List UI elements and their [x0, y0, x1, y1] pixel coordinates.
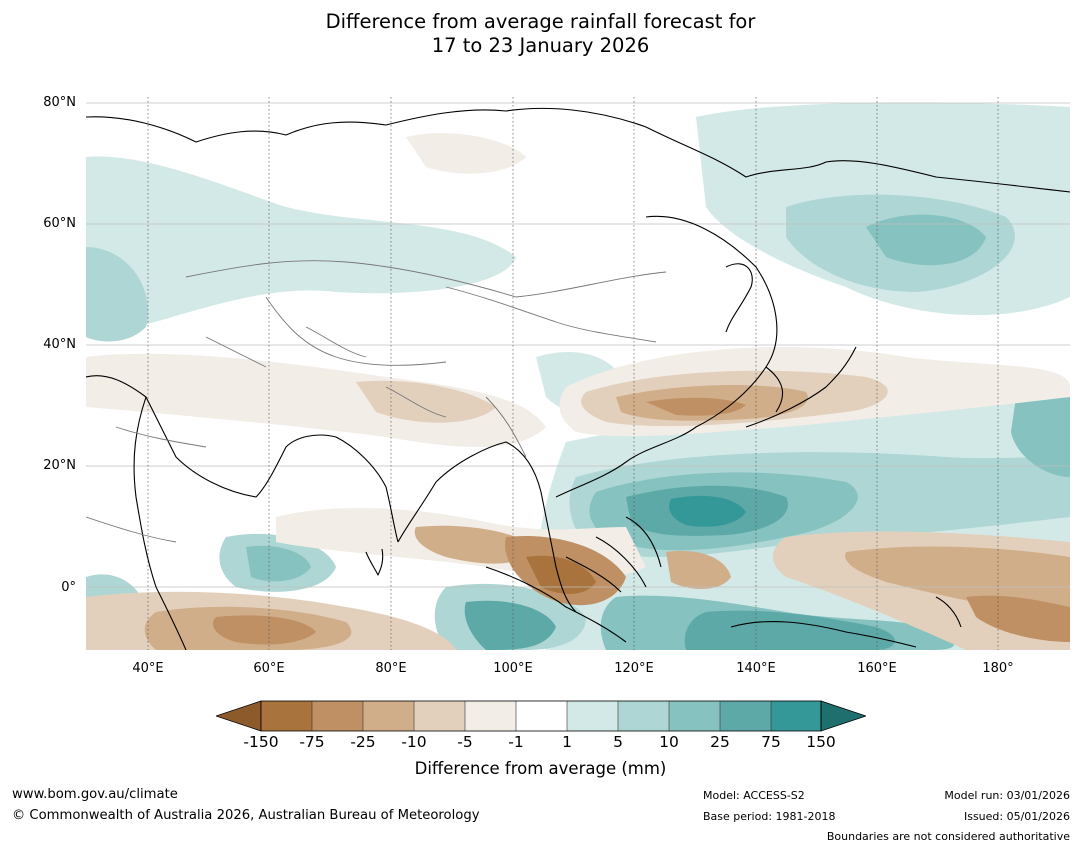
- colorbar-extend-high: [820, 700, 868, 732]
- colorbar-tick: -5: [457, 733, 473, 751]
- colorbar-tick: -150: [243, 733, 279, 751]
- colorbar-canvas: [214, 700, 868, 732]
- colorbar-swatch: [414, 701, 465, 731]
- lat-label-40n: 40°N: [43, 337, 76, 352]
- colorbar-swatch: [261, 701, 312, 731]
- lon-label-100e: 100°E: [493, 661, 533, 676]
- colorbar-extend-low: [214, 700, 262, 732]
- colorbar-tick: -10: [401, 733, 427, 751]
- colorbar-swatch: [465, 701, 516, 731]
- issued-date: Issued: 05/01/2026: [963, 810, 1070, 823]
- colorbar-tick: 1: [562, 733, 572, 751]
- base-period: Base period: 1981-2018: [703, 810, 836, 823]
- lat-label-60n: 60°N: [43, 216, 76, 231]
- colorbar-outline: [260, 700, 822, 732]
- lon-label-60e: 60°E: [253, 661, 285, 676]
- colorbar-tick: 5: [613, 733, 623, 751]
- map-canvas: [86, 97, 1070, 650]
- colorbar-tick: 75: [761, 733, 781, 751]
- colorbar-tick: -25: [350, 733, 376, 751]
- colorbar-tick: 25: [710, 733, 730, 751]
- colorbar-swatch: [312, 701, 363, 731]
- lon-label-120e: 120°E: [614, 661, 654, 676]
- longitude-gridlines: [147, 97, 999, 650]
- rainfall-fields: [86, 97, 1070, 650]
- model-name: Model: ACCESS-S2: [703, 789, 805, 802]
- colorbar-swatch: [363, 701, 414, 731]
- colorbar-tick: 150: [806, 733, 836, 751]
- coastlines: [86, 107, 1070, 650]
- colorbar-swatch: [771, 701, 821, 731]
- rainfall-anomaly-map: [86, 97, 1070, 650]
- lon-label-80e: 80°E: [375, 661, 407, 676]
- colorbar-tick: 10: [659, 733, 679, 751]
- colorbar-label: Difference from average (mm): [414, 759, 667, 778]
- lon-label-40e: 40°E: [132, 661, 164, 676]
- lon-label-160e: 160°E: [857, 661, 897, 676]
- colorbar-tick: -1: [508, 733, 524, 751]
- colorbar-swatch: [669, 701, 720, 731]
- boundaries-disclaimer: Boundaries are not considered authoritat…: [826, 830, 1070, 843]
- lat-label-80n: 80°N: [43, 95, 76, 110]
- colorbar-tick: -75: [299, 733, 325, 751]
- dry-anomaly-regions: [86, 133, 1070, 650]
- lon-label-140e: 140°E: [736, 661, 776, 676]
- lat-label-20n: 20°N: [43, 458, 76, 473]
- colorbar: [214, 700, 868, 732]
- colorbar-swatch: [567, 701, 618, 731]
- colorbar-swatch: [720, 701, 771, 731]
- title-line-2: 17 to 23 January 2026: [431, 34, 650, 57]
- country-boundaries: [86, 260, 667, 543]
- colorbar-swatch: [618, 701, 669, 731]
- model-run-date: Model run: 03/01/2026: [944, 789, 1070, 802]
- latitude-gridlines: [86, 102, 1070, 588]
- colorbar-dividers: [311, 701, 772, 731]
- map-title: Difference from average rainfall forecas…: [0, 10, 1081, 58]
- lat-label-equator: 0°: [61, 580, 76, 595]
- copyright-text: © Commonwealth of Australia 2026, Austra…: [12, 808, 480, 823]
- lon-label-180: 180°: [982, 661, 1014, 676]
- website-link[interactable]: www.bom.gov.au/climate: [12, 787, 178, 802]
- title-line-1: Difference from average rainfall forecas…: [325, 10, 756, 33]
- colorbar-swatch: [516, 701, 567, 731]
